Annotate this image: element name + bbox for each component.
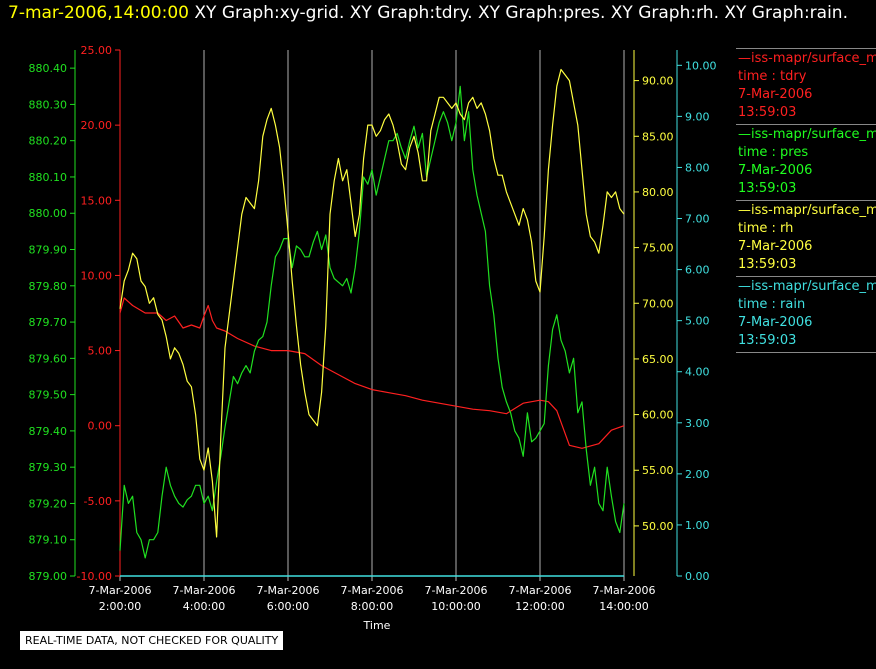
rh-tick-label: 80.00 [642, 186, 674, 199]
pres-tick-label: 880.40 [29, 62, 68, 75]
legend-date: 7-Mar-2006 [738, 163, 813, 178]
legend-date: 7-Mar-2006 [738, 239, 813, 254]
x-tick-time: 6:00:00 [267, 600, 309, 613]
legend-name: time : rh [738, 221, 794, 236]
tdry-tick-label: -10.00 [77, 570, 112, 583]
x-tick-time: 2:00:00 [99, 600, 141, 613]
pres-tick-label: 879.70 [29, 316, 68, 329]
rain-tick-label: 4.00 [685, 366, 710, 379]
pres-tick-label: 879.30 [29, 461, 68, 474]
pres-tick-label: 879.90 [29, 244, 68, 257]
series-rh-line [119, 68, 625, 538]
series-pres-line [119, 85, 625, 559]
rain-tick-label: 2.00 [685, 468, 710, 481]
legend-source: —iss-mapr/surface_m [738, 127, 876, 142]
pres-tick-label: 880.30 [29, 98, 68, 111]
x-tick-date: 7-Mar-2006 [257, 584, 320, 597]
pres-tick-label: 879.60 [29, 352, 68, 365]
x-tick-date: 7-Mar-2006 [425, 584, 488, 597]
quality-notice: REAL-TIME DATA, NOT CHECKED FOR QUALITY [20, 631, 284, 650]
legend-time: 13:59:03 [738, 333, 797, 348]
tdry-tick-label: -5.00 [84, 495, 112, 508]
rh-tick-label: 85.00 [642, 130, 674, 143]
legend: —iss-mapr/surface_m time : tdry 7-Mar-2006… [736, 48, 876, 353]
legend-time: 13:59:03 [738, 181, 797, 196]
legend-source: —iss-mapr/surface_m [738, 279, 876, 294]
tdry-tick-label: 25.00 [81, 44, 113, 57]
x-axis-label: Time [363, 619, 391, 632]
legend-time: 13:59:03 [738, 257, 797, 272]
graph-header: 7-mar-2006,14:00:00 XY Graph:xy-grid. XY… [8, 3, 848, 23]
x-tick-date: 7-Mar-2006 [593, 584, 656, 597]
tdry-tick-label: 10.00 [81, 269, 113, 282]
x-tick-time: 8:00:00 [351, 600, 393, 613]
x-tick-time: 10:00:00 [431, 600, 480, 613]
rain-tick-label: 9.00 [685, 110, 710, 123]
pres-tick-label: 879.10 [29, 534, 68, 547]
graph-titles: XY Graph:xy-grid. XY Graph:tdry. XY Grap… [194, 3, 848, 23]
x-tick-time: 12:00:00 [515, 600, 564, 613]
rain-tick-label: 8.00 [685, 161, 710, 174]
series-tdry-line [119, 297, 625, 449]
pres-tick-label: 880.20 [29, 135, 68, 148]
pres-tick-label: 879.00 [29, 570, 68, 583]
x-tick-date: 7-Mar-2006 [509, 584, 572, 597]
rh-tick-label: 65.00 [642, 353, 674, 366]
pres-tick-label: 879.80 [29, 280, 68, 293]
legend-name: time : rain [738, 297, 806, 312]
x-tick-date: 7-Mar-2006 [173, 584, 236, 597]
x-tick-time: 4:00:00 [183, 600, 225, 613]
legend-name: time : pres [738, 145, 809, 160]
rain-tick-label: 3.00 [685, 417, 710, 430]
legend-name: time : tdry [738, 69, 807, 84]
rh-tick-label: 60.00 [642, 409, 674, 422]
tdry-tick-label: 0.00 [88, 420, 113, 433]
rh-tick-label: 50.00 [642, 520, 674, 533]
rh-tick-label: 90.00 [642, 75, 674, 88]
legend-date: 7-Mar-2006 [738, 87, 813, 102]
rain-tick-label: 0.00 [685, 570, 710, 583]
rain-tick-label: 7.00 [685, 213, 710, 226]
rain-tick-label: 6.00 [685, 264, 710, 277]
rh-tick-label: 70.00 [642, 297, 674, 310]
x-tick-date: 7-Mar-2006 [89, 584, 152, 597]
pres-tick-label: 880.10 [29, 171, 68, 184]
legend-source: —iss-mapr/surface_m [738, 51, 876, 66]
pres-tick-label: 879.50 [29, 389, 68, 402]
pres-tick-label: 879.40 [29, 425, 68, 438]
legend-date: 7-Mar-2006 [738, 315, 813, 330]
legend-time: 13:59:03 [738, 105, 797, 120]
x-tick-date: 7-Mar-2006 [341, 584, 404, 597]
rh-tick-label: 75.00 [642, 242, 674, 255]
pres-tick-label: 880.00 [29, 207, 68, 220]
rain-tick-label: 5.00 [685, 315, 710, 328]
timestamp: 7-mar-2006,14:00:00 [8, 3, 189, 23]
x-tick-time: 14:00:00 [599, 600, 648, 613]
rain-tick-label: 1.00 [685, 519, 710, 532]
tdry-tick-label: 5.00 [88, 345, 113, 358]
legend-source: —iss-mapr/surface_m [738, 203, 876, 218]
tdry-tick-label: 20.00 [81, 119, 113, 132]
pres-tick-label: 879.20 [29, 497, 68, 510]
tdry-tick-label: 15.00 [81, 194, 113, 207]
rh-tick-label: 55.00 [642, 464, 674, 477]
rain-tick-label: 10.00 [685, 59, 717, 72]
